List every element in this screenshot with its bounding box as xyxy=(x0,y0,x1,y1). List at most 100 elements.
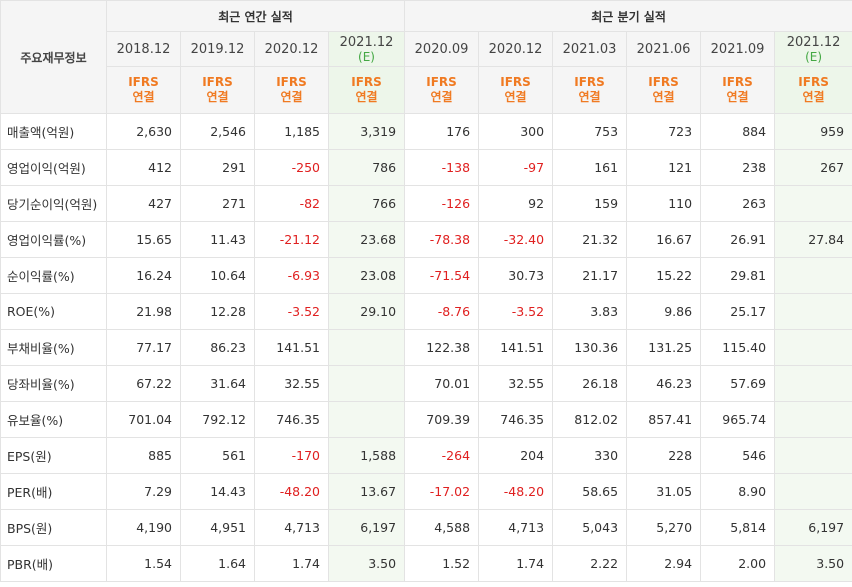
period-header: 2021.09 xyxy=(700,31,776,67)
value-cell: 228 xyxy=(626,437,702,474)
table-row: 매출액(억원) 2,630 2,546 1,185 3,319 176 300 753 723 8… xyxy=(0,113,852,150)
ifrs-label: IFRS xyxy=(798,75,829,89)
table-row: PBR(배) 1.54 1.64 1.74 3.50 1.52 1.74 2.22 2.94 2.… xyxy=(0,545,852,582)
value-cell: 2.00 xyxy=(700,545,776,582)
value-cell: -48.20 xyxy=(254,473,329,510)
value-cell: 115.40 xyxy=(700,329,776,366)
value-cell: 21.98 xyxy=(106,293,181,330)
value-cell: 330 xyxy=(552,437,628,474)
accounting-standard-header: IFRS 연결 xyxy=(700,66,776,114)
value-cell: -3.52 xyxy=(254,293,329,330)
consolidated-label: 연결 xyxy=(280,90,303,104)
value-cell: 16.67 xyxy=(626,221,702,258)
table-row: PER(배) 7.29 14.43 -48.20 13.67 -17.02 -48.20 58… xyxy=(0,473,852,510)
row-label: ROE(%) xyxy=(0,293,107,330)
value-cell: 130.36 xyxy=(552,329,628,366)
value-cell: 176 xyxy=(404,113,480,150)
accounting-standard-header: IFRS 연결 xyxy=(478,66,554,114)
value-cell: 884 xyxy=(700,113,776,150)
consolidated-label: 연결 xyxy=(578,90,601,104)
value-cell: 15.22 xyxy=(626,257,702,294)
value-cell: 4,713 xyxy=(478,509,554,546)
consolidated-label: 연결 xyxy=(652,90,675,104)
value-cell: 5,043 xyxy=(552,509,628,546)
value-cell: 7.29 xyxy=(106,473,181,510)
value-cell: -21.12 xyxy=(254,221,329,258)
period-header: 2019.12 xyxy=(180,31,255,67)
value-cell: 561 xyxy=(180,437,255,474)
period-label: 2020.12 xyxy=(264,41,319,57)
value-cell: -264 xyxy=(404,437,480,474)
value-cell: 271 xyxy=(180,185,255,222)
period-header: 2021.12 (E) xyxy=(327,31,406,67)
period-label: 2019.12 xyxy=(190,41,245,57)
value-cell: 3.50 xyxy=(327,545,406,582)
value-cell: 10.64 xyxy=(180,257,255,294)
value-cell: 2.22 xyxy=(552,545,628,582)
table-row: BPS(원) 4,190 4,951 4,713 6,197 4,588 4,713 5,04… xyxy=(0,509,852,546)
row-label: 당좌비율(%) xyxy=(0,365,107,402)
value-cell: 6,197 xyxy=(774,509,852,546)
value-cell: 131.25 xyxy=(626,329,702,366)
value-cell: 110 xyxy=(626,185,702,222)
value-cell: 58.65 xyxy=(552,473,628,510)
value-cell: -17.02 xyxy=(404,473,480,510)
value-cell: 21.32 xyxy=(552,221,628,258)
accounting-standard-header: IFRS 연결 xyxy=(180,66,255,114)
value-cell: 67.22 xyxy=(106,365,181,402)
value-cell: 4,713 xyxy=(254,509,329,546)
value-cell: 9.86 xyxy=(626,293,702,330)
ifrs-label: IFRS xyxy=(722,75,753,89)
value-cell: 13.67 xyxy=(327,473,406,510)
period-label: 2021.03 xyxy=(562,41,617,57)
value-cell: 204 xyxy=(478,437,554,474)
value-cell: 32.55 xyxy=(254,365,329,402)
ifrs-label: IFRS xyxy=(351,75,382,89)
estimate-mark: (E) xyxy=(805,49,823,64)
ifrs-label: IFRS xyxy=(202,75,233,89)
value-cell: 2,546 xyxy=(180,113,255,150)
table-row: 영업이익률(%) 15.65 11.43 -21.12 23.68 -78.38 -32.4… xyxy=(0,221,852,258)
value-cell: -71.54 xyxy=(404,257,480,294)
accounting-standard-header: IFRS 연결 xyxy=(106,66,181,114)
value-cell: 15.65 xyxy=(106,221,181,258)
row-label: BPS(원) xyxy=(0,509,107,546)
value-cell xyxy=(774,185,852,222)
value-cell: 885 xyxy=(106,437,181,474)
period-label: 2021.09 xyxy=(710,41,765,57)
period-header: 2020.12 xyxy=(254,31,329,67)
value-cell: 786 xyxy=(327,149,406,186)
period-header: 2021.06 xyxy=(626,31,702,67)
value-cell: 8.90 xyxy=(700,473,776,510)
row-label: 당기순이익(억원) xyxy=(0,185,107,222)
value-cell: 1,588 xyxy=(327,437,406,474)
table-row: 유보율(%) 701.04 792.12 746.35 709.39 746.35 812.… xyxy=(0,401,852,438)
value-cell: -170 xyxy=(254,437,329,474)
row-label: 부채비율(%) xyxy=(0,329,107,366)
value-cell: 857.41 xyxy=(626,401,702,438)
period-header: 2018.12 xyxy=(106,31,181,67)
value-cell xyxy=(774,293,852,330)
value-cell: 14.43 xyxy=(180,473,255,510)
period-label: 2021.12 xyxy=(339,34,394,50)
value-cell: -138 xyxy=(404,149,480,186)
value-cell: 31.64 xyxy=(180,365,255,402)
value-cell: 3,319 xyxy=(327,113,406,150)
consolidated-label: 연결 xyxy=(430,90,453,104)
value-cell: 30.73 xyxy=(478,257,554,294)
value-cell: -250 xyxy=(254,149,329,186)
value-cell: -6.93 xyxy=(254,257,329,294)
table-row: 순이익률(%) 16.24 10.64 -6.93 23.08 -71.54 30.73 21… xyxy=(0,257,852,294)
value-cell: 701.04 xyxy=(106,401,181,438)
value-cell: 29.81 xyxy=(700,257,776,294)
value-cell xyxy=(327,365,406,402)
period-label: 2020.09 xyxy=(414,41,469,57)
consolidated-label: 연결 xyxy=(132,90,155,104)
value-cell xyxy=(774,437,852,474)
accounting-standard-header: IFRS 연결 xyxy=(327,66,406,114)
value-cell: 546 xyxy=(700,437,776,474)
value-cell: 723 xyxy=(626,113,702,150)
value-cell: 21.17 xyxy=(552,257,628,294)
value-cell: 26.91 xyxy=(700,221,776,258)
table-row: 영업이익(억원) 412 291 -250 786 -138 -97 161 121 238 267 xyxy=(0,149,852,186)
